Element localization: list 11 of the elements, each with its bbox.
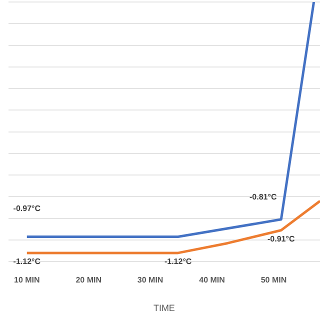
data-label: -0.81°C [250, 192, 277, 202]
data-label: -1.12°C [13, 257, 41, 266]
x-axis-title: TIME [153, 303, 175, 314]
x-tick-label: 50 MIN [260, 276, 287, 285]
data-label: -0.97°C [13, 204, 41, 213]
x-tick-label: 10 MIN [14, 276, 40, 285]
data-label: -0.91°C [268, 234, 295, 244]
x-tick-label: 20 MIN [76, 276, 102, 285]
x-tick-label: 40 MIN [199, 276, 226, 285]
x-tick-label: 30 MIN [137, 276, 164, 285]
data-label: -1.12°C [164, 257, 192, 266]
